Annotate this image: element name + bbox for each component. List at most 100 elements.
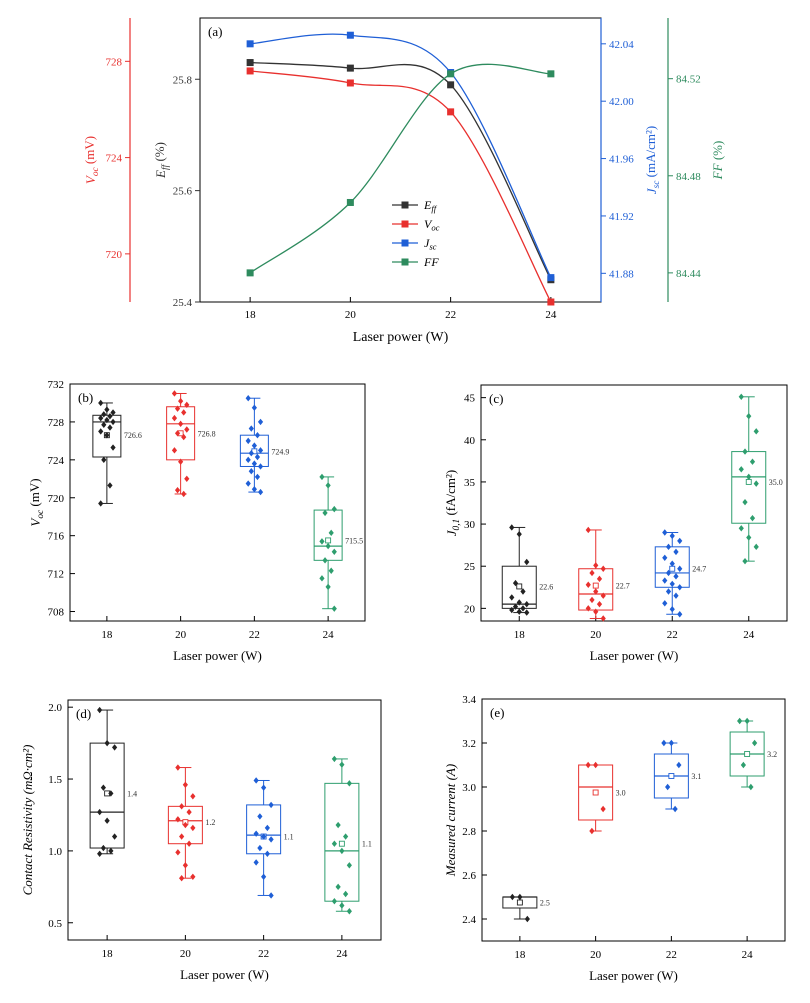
data-point [520,605,526,612]
data-point [112,833,118,840]
data-point [175,816,181,823]
data-point [331,548,337,555]
box-mean-label: 726.8 [198,429,216,438]
series-line-ff [249,63,551,274]
data-point [600,565,606,572]
data-point [593,761,599,769]
box-mean-marker [325,537,332,544]
data-point [742,448,748,455]
legend-marker [401,220,409,228]
data-point [251,404,257,411]
plot-frame [481,698,786,942]
data-point [98,428,104,435]
data-point [665,588,672,595]
data-point [98,399,104,407]
box-mean-label: 724.9 [271,447,289,456]
data-point [516,608,522,615]
voc-tick-label: 720 [106,249,123,261]
data-point [746,412,752,420]
x-tick-label: 22 [666,949,677,961]
data-point [665,543,672,551]
data-point [257,418,264,426]
y-tick-label: 724 [48,455,65,467]
data-point [253,830,259,837]
ff-tick-label: 84.44 [676,268,701,280]
data-point [742,557,748,565]
data-point [669,606,675,613]
data-point [600,615,606,622]
data-point [661,739,667,747]
data-point [190,873,196,880]
x-tick-label: 24 [743,629,755,641]
voc-tick-label: 728 [106,56,123,68]
box-mean-label: 3.2 [767,750,777,759]
panel-label: (c) [489,391,503,406]
data-point [182,781,188,788]
data-point [179,833,185,840]
y-tick-label: 3.4 [462,694,476,706]
data-point-jsc [346,31,354,39]
x-axis-title: Laser power (W) [180,967,269,982]
data-point [524,600,530,608]
data-point [110,409,116,416]
x-tick-label: 20 [590,949,602,961]
x-tick-label: 24 [323,629,335,641]
data-point [343,833,349,840]
data-point [107,482,113,489]
data-point [585,605,591,612]
data-point-ff [547,70,555,78]
y-tick-label: 30 [464,519,476,531]
box-mean-marker [592,789,599,796]
data-point [184,426,190,433]
data-point-voc [346,79,354,87]
y-tick-label: 732 [48,379,65,391]
x-tick-label: 18 [245,309,257,321]
data-point [676,761,682,769]
panel-label: (a) [208,24,222,39]
box-mean-marker [592,582,599,589]
data-point [516,530,522,538]
box-iqr [246,804,282,855]
data-point [328,529,334,537]
plot-frame [69,383,366,622]
data-point [589,596,595,604]
panel-label: (d) [76,706,91,721]
data-point [251,486,257,493]
data-point [179,875,185,882]
data-point [104,431,110,439]
data-point [175,849,181,856]
voc-axis-title: Voc (mV) [82,136,101,184]
data-point [343,890,349,898]
data-point [339,902,345,909]
y-tick-label: 3.2 [462,738,476,750]
data-point [101,456,107,464]
series-line-eff [250,61,552,281]
ff-tick-label: 84.48 [676,171,701,183]
data-point-voc [447,108,455,116]
y-tick-label: 25 [464,561,476,573]
x-tick-label: 24 [336,948,348,960]
data-point [248,425,254,432]
data-point-jsc [246,40,254,48]
data-point [174,430,181,437]
panel-label: (b) [78,390,93,405]
data-point [257,463,264,470]
data-point [100,784,106,791]
jsc-tick-label: 42.00 [609,96,634,108]
y-axis-title: J0,1 (fA/cm²) [443,470,462,537]
x-tick-label: 18 [514,949,526,961]
data-point [589,569,595,577]
data-point [593,608,599,615]
y-tick-label: 728 [48,417,65,429]
x-tick-label: 22 [445,309,456,321]
data-point [104,406,110,413]
plot-frame [67,699,382,941]
jsc-tick-label: 42.04 [609,39,634,51]
y-tick-label: 2.0 [48,702,62,714]
data-point [97,808,103,816]
y-axis-title: Measured current (A) [443,764,458,877]
y-tick-label: 720 [48,493,65,505]
ff-tick-label: 84.52 [676,74,701,86]
data-point [254,431,261,439]
